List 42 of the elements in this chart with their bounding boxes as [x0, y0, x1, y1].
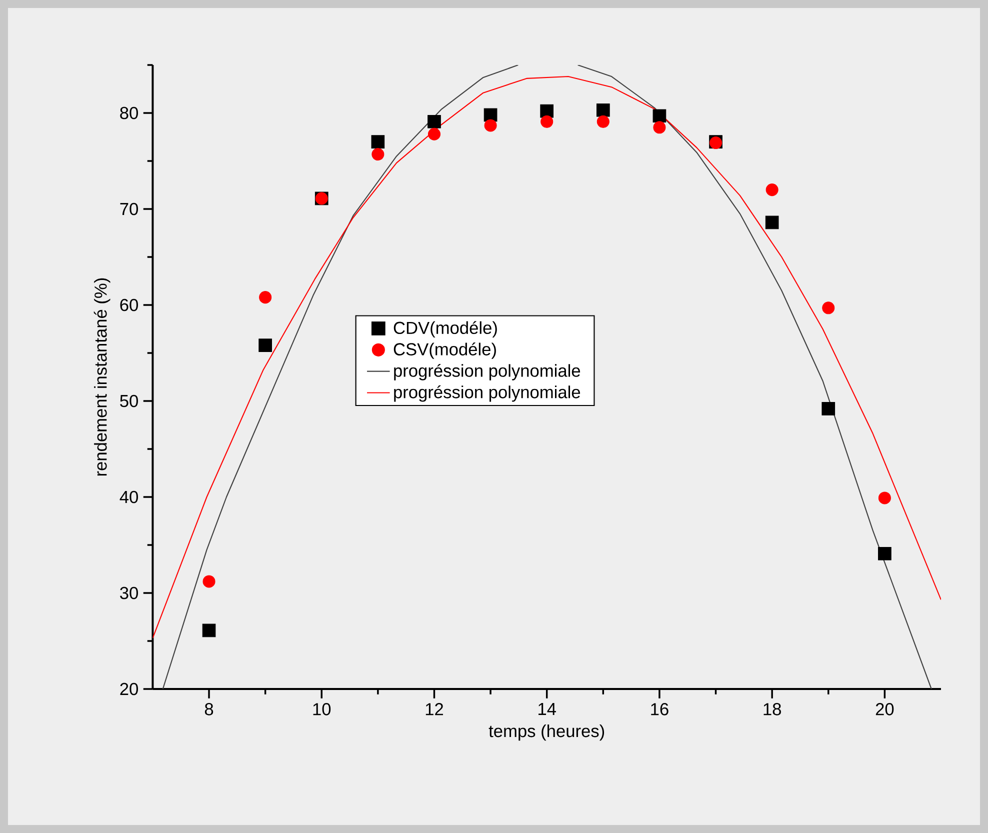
- legend-label: progréssion polynomiale: [394, 385, 580, 402]
- point: [652, 109, 666, 123]
- y-tick-label: 30: [120, 586, 138, 600]
- point: [878, 546, 892, 560]
- point: [371, 135, 385, 148]
- x-tick-label: 20: [876, 703, 894, 716]
- x-tick-label: 16: [651, 703, 668, 716]
- point: [258, 338, 272, 352]
- point: [259, 291, 272, 304]
- point: [653, 121, 666, 134]
- point: [596, 115, 610, 128]
- legend-label: progréssion polynomiale: [394, 364, 580, 380]
- point: [428, 128, 441, 140]
- y-tick-label: 70: [120, 202, 138, 216]
- x-axis-title: temps (heures): [488, 724, 604, 741]
- y-tick-label: 80: [120, 106, 138, 120]
- point: [766, 184, 778, 196]
- y-tick-label: 40: [120, 490, 138, 504]
- point: [484, 108, 498, 122]
- point: [540, 104, 554, 118]
- point: [428, 114, 441, 128]
- point: [596, 103, 610, 117]
- x-tick-label: 18: [764, 703, 781, 716]
- point: [765, 216, 779, 230]
- x-tick-label: 8: [204, 703, 214, 716]
- point: [202, 575, 216, 588]
- point: [878, 492, 891, 504]
- point: [372, 148, 384, 161]
- y-tick-label: 20: [120, 682, 138, 696]
- y-tick-label: 50: [120, 394, 138, 408]
- legend-label: CDV(modéle): [394, 321, 497, 338]
- x-tick-label: 10: [313, 703, 331, 716]
- point: [822, 302, 835, 314]
- x-tick-label: 12: [426, 703, 443, 716]
- x-tick-label: 14: [538, 703, 556, 715]
- point: [822, 402, 836, 416]
- point: [484, 119, 497, 132]
- y-axis-title: rendement instantané (%): [94, 278, 110, 476]
- y-tick-label: 60: [120, 298, 138, 312]
- point: [540, 115, 554, 128]
- point: [202, 624, 216, 638]
- legend-label: CSV(modéle): [394, 342, 496, 359]
